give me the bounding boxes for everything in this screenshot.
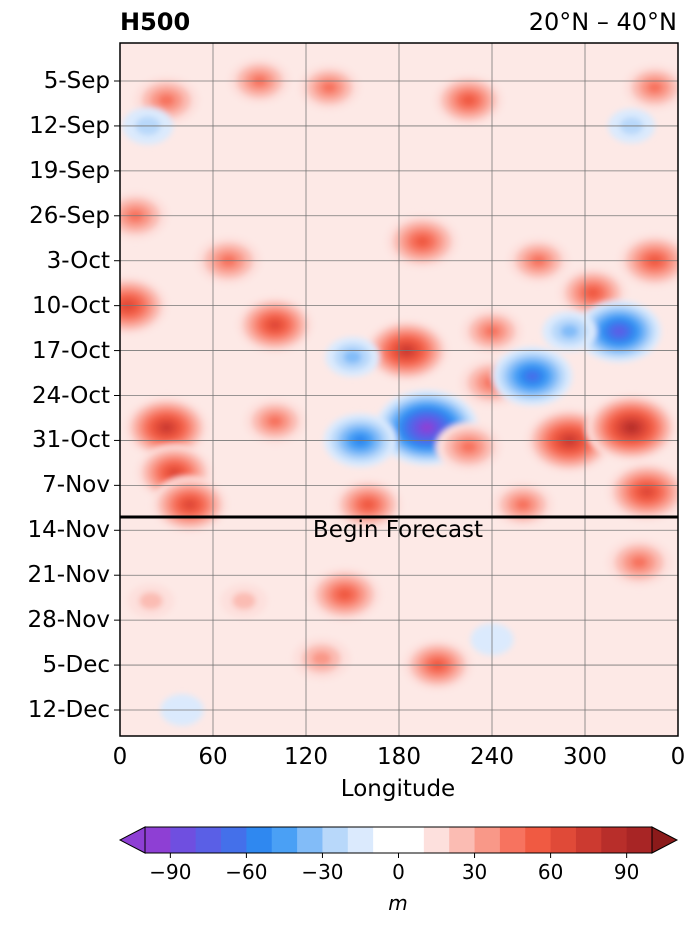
colorbar-swatch (373, 827, 399, 853)
y-tick-label: 3-Oct (46, 247, 110, 274)
x-tick-label: 0 (670, 744, 686, 770)
forecast-annotation: Begin Forecast (313, 517, 483, 543)
anomaly-contour (525, 371, 539, 382)
anomaly-contour (460, 440, 477, 453)
colorbar-swatch (601, 827, 628, 853)
y-tick-label: 21-Nov (27, 562, 110, 589)
colorbar-swatch (626, 827, 653, 853)
chart-title-left: H500 (120, 8, 191, 36)
y-tick-label: 12-Sep (29, 112, 110, 139)
y-tick-label: 10-Oct (32, 292, 110, 319)
colorbar-tick-label: 90 (613, 860, 640, 884)
colorbar-tick-label: 0 (392, 860, 405, 884)
y-tick-label: 5-Dec (42, 652, 110, 679)
anomaly-contour (139, 592, 163, 610)
x-tick-label: 60 (198, 744, 228, 770)
y-tick-label: 14-Nov (27, 517, 110, 544)
anomaly-contour (343, 350, 362, 364)
colorbar-tick-label: 60 (537, 860, 564, 884)
colorbar-swatch (474, 827, 501, 853)
colorbar-swatch (221, 827, 247, 853)
colorbar-swatch (195, 827, 222, 853)
colorbar-swatch (550, 827, 577, 853)
colorbar-swatch (499, 827, 526, 853)
anomaly-contour (613, 326, 626, 336)
colorbar-label: m (388, 891, 408, 915)
x-tick-label: 180 (377, 744, 421, 770)
colorbar-swatch (398, 827, 425, 853)
colorbar-extend-low (118, 826, 146, 854)
x-tick-label: 0 (112, 744, 128, 770)
y-tick-label: 5-Sep (43, 68, 110, 94)
anomaly-contour (421, 423, 433, 432)
anomaly-contour (361, 499, 375, 510)
colorbar-swatch (145, 827, 171, 853)
anomaly-contour (321, 81, 337, 94)
anomaly-contour (311, 651, 332, 666)
y-tick-label: 17-Oct (32, 337, 110, 364)
y-tick-label: 7-Nov (42, 472, 110, 499)
anomaly-contour (515, 498, 531, 511)
chart-title-right: 20°N – 40°N (528, 8, 677, 36)
anomaly-contour (183, 499, 197, 510)
colorbar-tick-label: −90 (149, 860, 192, 884)
colorbar-swatch (322, 827, 349, 853)
y-tick-label: 26-Sep (29, 202, 110, 229)
anomaly-contour (232, 592, 256, 610)
anomaly-contour (640, 486, 654, 497)
anomaly-contour (268, 320, 282, 330)
colorbar-swatch (297, 827, 323, 853)
anomaly-contour (267, 415, 283, 427)
y-tick-label: 19-Sep (29, 157, 110, 184)
x-tick-label: 300 (563, 744, 607, 770)
anomaly-contour (414, 236, 430, 247)
anomaly-contour (158, 94, 175, 107)
anomaly-contour (625, 423, 638, 432)
y-tick-label: 28-Nov (27, 607, 110, 634)
anomaly-contour (560, 324, 579, 339)
colorbar (118, 826, 679, 858)
colorbar-swatch (449, 827, 476, 853)
anomaly-contour (160, 423, 173, 433)
colorbar-extend-high (651, 826, 679, 854)
y-tick-label: 24-Oct (32, 382, 110, 409)
anomaly-contour (631, 556, 648, 569)
anomaly-contour (461, 95, 476, 106)
y-tick-label: 12-Dec (27, 697, 110, 723)
colorbar-swatch (170, 827, 197, 853)
plot-frame (119, 42, 679, 737)
colorbar-swatch (525, 827, 552, 853)
y-tick-label: 31-Oct (32, 427, 110, 454)
anomaly-contour (337, 589, 353, 600)
colorbar-swatch (246, 827, 273, 853)
anomaly-contour (647, 81, 663, 94)
anomaly-contour (585, 287, 600, 298)
colorbar-tick-label: −60 (225, 860, 268, 884)
anomaly-contour (167, 467, 181, 478)
colorbar-tick-label: 30 (461, 860, 488, 884)
x-tick-label: 240 (470, 744, 514, 770)
colorbar-swatch (347, 827, 374, 853)
x-axis-label: Longitude (340, 776, 456, 802)
x-tick-label: 120 (284, 744, 328, 770)
colorbar-tick-label: −30 (301, 860, 344, 884)
colorbar-swatch (423, 827, 450, 853)
colorbar-swatch (271, 827, 298, 853)
colorbar-swatch (575, 827, 602, 853)
